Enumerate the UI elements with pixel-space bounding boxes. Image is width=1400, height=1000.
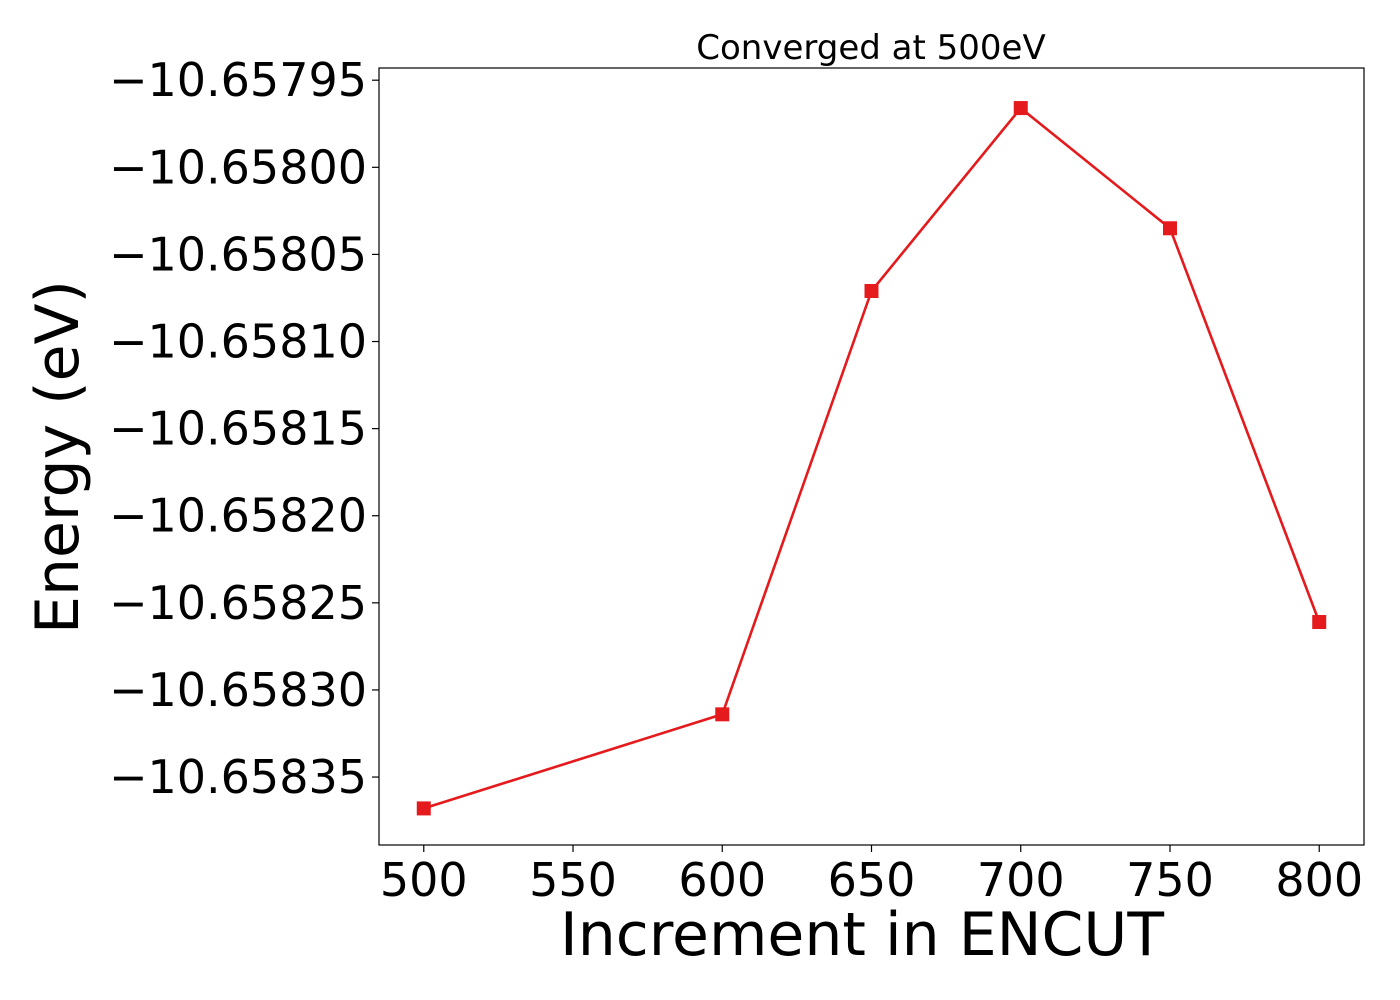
x-tick-label: 800 bbox=[1275, 853, 1363, 907]
x-tick-label: 750 bbox=[1126, 853, 1214, 907]
x-tick-label: 700 bbox=[977, 853, 1065, 907]
x-tick-label: 600 bbox=[678, 853, 766, 907]
y-tick-label: −10.65815 bbox=[109, 402, 367, 456]
y-tick-label: −10.65805 bbox=[109, 227, 367, 281]
y-tick-label: −10.65800 bbox=[109, 140, 367, 194]
data-point-marker bbox=[715, 707, 730, 722]
y-axis: −10.65795 −10.65800 −10.65805 −10.65810 −10.… bbox=[109, 53, 379, 804]
plot-area bbox=[378, 67, 1365, 846]
y-axis-title: Energy (eV) bbox=[23, 280, 93, 634]
x-tick-label: 500 bbox=[380, 853, 468, 907]
data-point-marker bbox=[416, 801, 431, 816]
chart-title: Converged at 500eV bbox=[696, 28, 1045, 68]
y-tick-label: −10.65795 bbox=[109, 53, 367, 107]
x-axis-title: Increment in ENCUT bbox=[560, 900, 1164, 970]
x-axis: 500 550 600 650 700 750 800 bbox=[380, 845, 1363, 907]
y-tick-label: −10.65825 bbox=[109, 576, 367, 630]
data-point-marker bbox=[1312, 615, 1327, 630]
data-point-marker bbox=[864, 283, 879, 298]
y-tick-label: −10.65835 bbox=[109, 750, 367, 804]
series-group bbox=[416, 101, 1327, 816]
y-tick-label: −10.65810 bbox=[109, 315, 367, 369]
data-point-marker bbox=[1013, 101, 1028, 116]
y-tick-label: −10.65830 bbox=[109, 663, 367, 717]
y-tick-label: −10.65820 bbox=[109, 489, 367, 543]
x-tick-label: 550 bbox=[529, 853, 617, 907]
series-line bbox=[423, 106, 1321, 810]
x-tick-label: 650 bbox=[828, 853, 916, 907]
data-point-marker bbox=[1162, 221, 1177, 236]
